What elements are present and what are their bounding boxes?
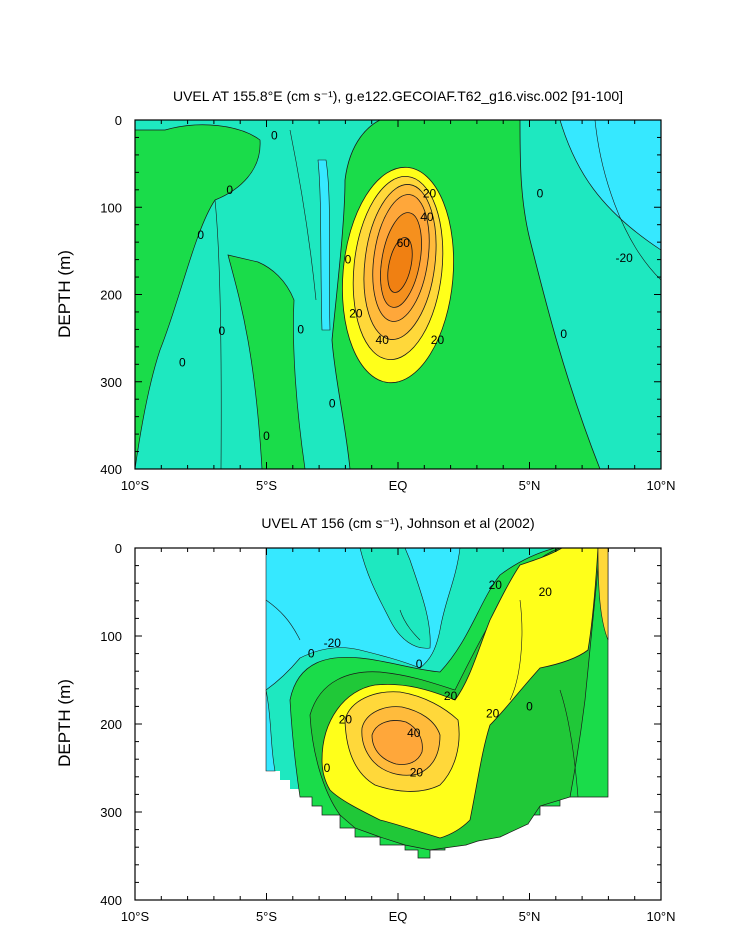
bottom-contour-label: 20 bbox=[410, 765, 424, 779]
bottom-y-tick-label: 200 bbox=[100, 717, 122, 732]
top-panel: UVEL AT 155.8°E (cm s⁻¹), g.e122.GECOIAF… bbox=[55, 88, 676, 493]
top-x-tick-label: 10°S bbox=[121, 478, 150, 493]
top-contour-label: 40 bbox=[376, 333, 390, 347]
top-contour-label: 0 bbox=[297, 322, 304, 336]
top-contour-label: 0 bbox=[329, 397, 336, 411]
top-contour-label: 0 bbox=[537, 186, 544, 200]
top-contour-label: 40 bbox=[420, 210, 434, 224]
bottom-contour-label: 40 bbox=[407, 726, 421, 740]
bottom-y-tick-label: 0 bbox=[115, 541, 122, 556]
top-contour-label: 0 bbox=[179, 356, 186, 370]
top-contour-label: 20 bbox=[423, 186, 437, 200]
top-panel-title: UVEL AT 155.8°E (cm s⁻¹), g.e122.GECOIAF… bbox=[173, 88, 623, 104]
bottom-y-tick-label: 100 bbox=[100, 629, 122, 644]
top-contour-label: 0 bbox=[263, 429, 270, 443]
top-contour-label: 60 bbox=[397, 236, 411, 250]
top-contour-label: 0 bbox=[271, 129, 278, 143]
top-y-axis-label: DEPTH (m) bbox=[55, 250, 74, 338]
bottom-contour-label: 0 bbox=[308, 647, 315, 661]
top-contour-label: -20 bbox=[616, 251, 634, 265]
bottom-contour-label: 20 bbox=[539, 585, 553, 599]
top-x-tick-label: 10°N bbox=[646, 478, 675, 493]
bottom-x-tick-label: 10°N bbox=[646, 909, 675, 924]
top-y-tick-label: 200 bbox=[100, 288, 122, 303]
top-contour-fill bbox=[135, 120, 661, 469]
bottom-x-tick-label: 10°S bbox=[121, 909, 150, 924]
top-contour-label: 0 bbox=[197, 228, 204, 242]
bottom-y-tick-label: 400 bbox=[100, 893, 122, 908]
bottom-y-tick-label: 300 bbox=[100, 805, 122, 820]
top-x-tick-label: 5°S bbox=[256, 478, 277, 493]
top-y-tick-label: 300 bbox=[100, 375, 122, 390]
top-contour-label: 0 bbox=[345, 253, 352, 267]
bottom-panel: UVEL AT 156 (cm s⁻¹), Johnson et al (200… bbox=[55, 515, 676, 924]
bottom-contour-fill bbox=[265, 548, 609, 859]
top-contour-label: 20 bbox=[431, 333, 445, 347]
bottom-x-tick-label: 5°S bbox=[256, 909, 277, 924]
top-contour-labels: 0 0 0 0 0 0 0 0 0 0 0 -20 20 40 60 20 40 20 bbox=[179, 129, 634, 443]
top-contour-label: 0 bbox=[218, 324, 225, 338]
bottom-contour-label: 20 bbox=[444, 689, 458, 703]
bottom-contour-label: -20 bbox=[324, 636, 342, 650]
top-contour-label: 0 bbox=[226, 183, 233, 197]
bottom-x-tick-label: 5°N bbox=[519, 909, 541, 924]
top-y-tick-label: 0 bbox=[115, 113, 122, 128]
bottom-panel-title: UVEL AT 156 (cm s⁻¹), Johnson et al (200… bbox=[261, 515, 534, 531]
bottom-contour-label: 0 bbox=[526, 699, 533, 713]
bottom-contour-label: 20 bbox=[339, 713, 353, 727]
top-contour-label: 0 bbox=[560, 327, 567, 341]
top-contour-label: 20 bbox=[349, 307, 363, 321]
bottom-contour-label: 0 bbox=[416, 657, 423, 671]
bottom-contour-label: 20 bbox=[489, 578, 503, 592]
bottom-contour-labels: -20 0 0 20 20 20 20 0 20 40 20 0 bbox=[308, 578, 553, 779]
top-x-tick-label: 5°N bbox=[519, 478, 541, 493]
top-y-tick-label: 400 bbox=[100, 462, 122, 477]
bottom-y-axis-label: DEPTH (m) bbox=[55, 679, 74, 767]
top-x-tick-label: EQ bbox=[389, 478, 408, 493]
bottom-x-tick-label: EQ bbox=[389, 909, 408, 924]
bottom-contour-label: 20 bbox=[486, 706, 500, 720]
bottom-contour-label: 0 bbox=[324, 761, 331, 775]
top-y-tick-label: 100 bbox=[100, 200, 122, 215]
